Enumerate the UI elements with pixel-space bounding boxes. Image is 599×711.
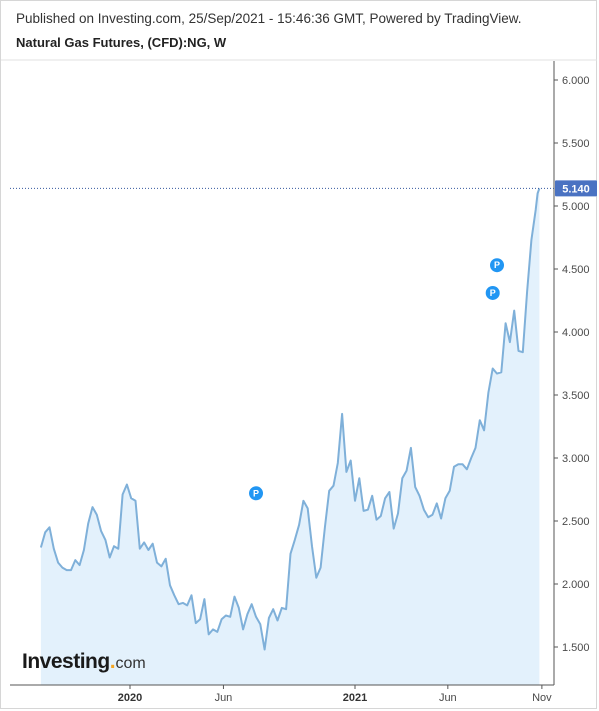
- logo-com: com: [115, 655, 146, 672]
- y-tick-label: 2.000: [562, 579, 590, 591]
- event-marker-icon: [249, 486, 264, 501]
- x-tick-label: Nov: [532, 692, 552, 704]
- symbol-title: Natural Gas Futures, (CFD):NG, W: [16, 35, 227, 50]
- event-marker: P: [485, 285, 500, 300]
- logo-wordmark: Investing: [22, 650, 110, 673]
- y-tick-label: 1.500: [562, 642, 590, 654]
- area-layer: [39, 188, 541, 685]
- last-price-label: 5.140: [562, 183, 590, 195]
- investing-logo: Investing.com: [22, 650, 146, 674]
- y-tick-label: 3.500: [562, 390, 590, 402]
- published-caption: Published on Investing.com, 25/Sep/2021 …: [16, 11, 522, 26]
- logo-dot: .: [109, 650, 116, 673]
- last-price-indicator: 5.140: [10, 180, 597, 197]
- event-marker-icon: [490, 258, 505, 273]
- event-marker: P: [490, 258, 505, 273]
- last-price-badge: [555, 180, 597, 197]
- y-tick-label: 6.000: [562, 75, 590, 87]
- event-marker-label: P: [253, 488, 259, 498]
- y-tick-label: 2.500: [562, 516, 590, 528]
- series-line: [39, 188, 541, 651]
- x-tick-label: 2021: [343, 692, 367, 704]
- x-axis-ticks: 2020 Jun 2021 Jun Nov: [118, 685, 552, 704]
- x-tick-label: 2020: [118, 692, 142, 704]
- y-tick-label: 4.500: [562, 264, 590, 276]
- series-area-fill: [40, 188, 540, 685]
- y-tick-label: 4.000: [562, 327, 590, 339]
- x-tick-label: Jun: [215, 692, 233, 704]
- y-tick-label: 3.000: [562, 453, 590, 465]
- event-marker-icon: [485, 285, 500, 300]
- event-markers: P P P: [249, 258, 505, 501]
- x-tick-label: Jun: [439, 692, 457, 704]
- event-marker-label: P: [490, 288, 496, 298]
- event-marker-label: P: [494, 260, 500, 270]
- event-marker: P: [249, 486, 264, 501]
- axis-layer: [10, 61, 555, 686]
- y-tick-label: 5.500: [562, 138, 590, 150]
- y-axis-ticks: 1.500 2.000 2.500 3.000 3.500 4.000 4.500 5.000…: [554, 75, 590, 654]
- y-tick-label: 5.000: [562, 201, 590, 213]
